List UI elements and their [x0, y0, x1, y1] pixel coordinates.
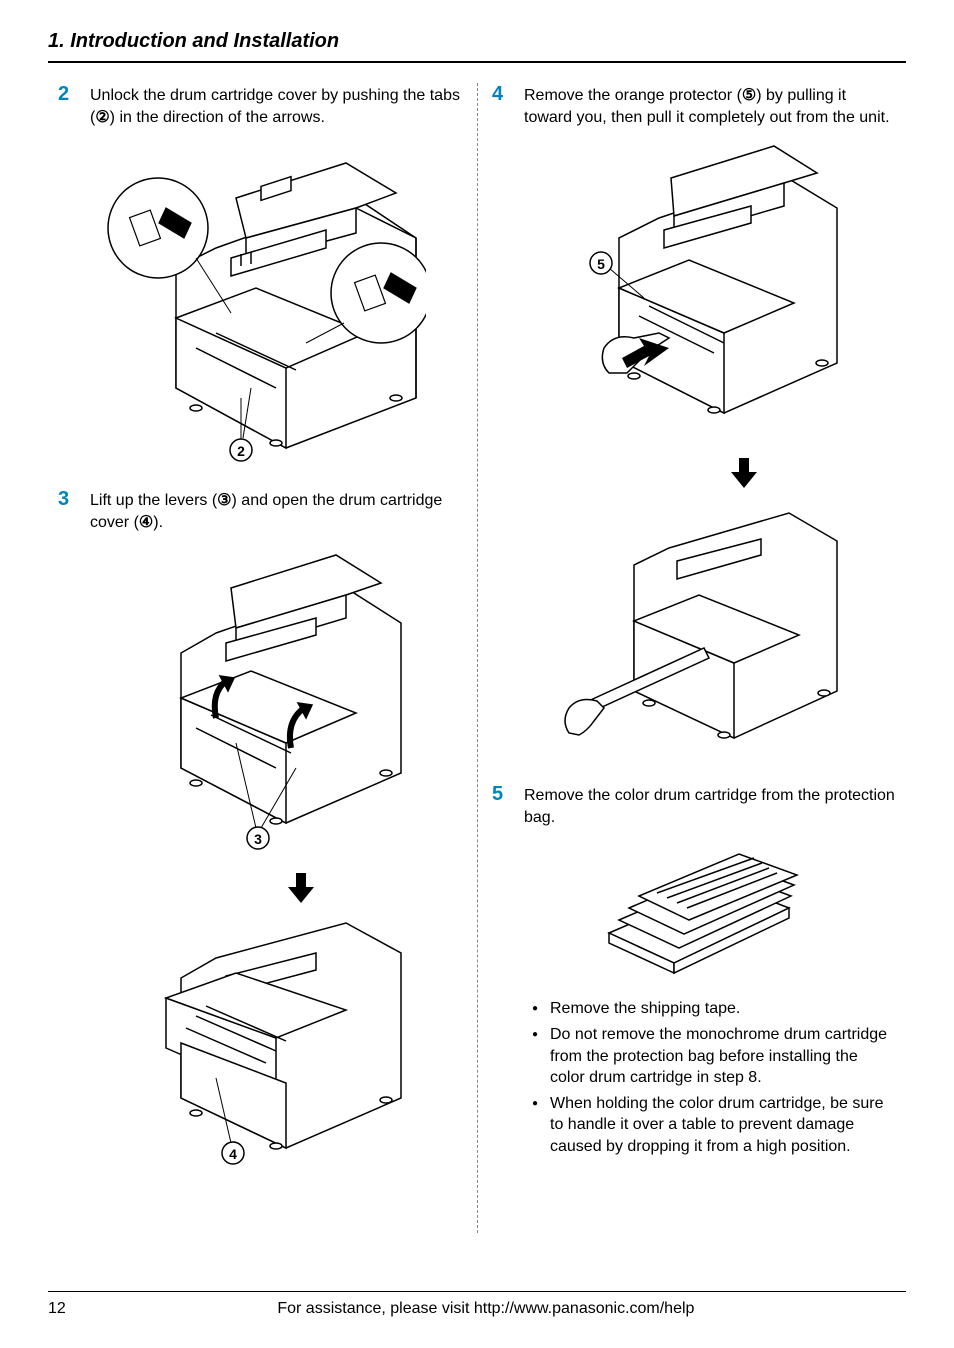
label-circle-4: 4 — [229, 1146, 237, 1162]
section-header: 1. Introduction and Installation — [48, 30, 906, 63]
step-text: Remove the orange protector (⑤) by pulli… — [524, 83, 896, 128]
bullet-item: Remove the shipping tape. — [532, 998, 896, 1020]
down-arrow-icon — [138, 873, 463, 908]
figure-step2: 2 — [58, 138, 463, 468]
step-5: 5 Remove the color drum cartridge from t… — [492, 783, 896, 828]
step-number: 4 — [492, 83, 510, 128]
left-column: 2 Unlock the drum cartridge cover by pus… — [48, 83, 477, 1233]
content-columns: 2 Unlock the drum cartridge cover by pus… — [48, 83, 906, 1233]
step-number: 2 — [58, 83, 76, 128]
footer-text: For assistance, please visit http://www.… — [66, 1300, 906, 1318]
label-circle-5: 5 — [597, 256, 605, 272]
down-arrow-icon — [592, 458, 896, 493]
figure-step3b: 4 — [58, 918, 463, 1168]
page-footer: 12 For assistance, please visit http://w… — [48, 1291, 906, 1318]
text: Remove the orange protector ( — [524, 87, 742, 104]
step-text: Unlock the drum cartridge cover by pushi… — [90, 83, 463, 128]
text: Lift up the levers ( — [90, 492, 217, 509]
ref-circle-2: ② — [95, 109, 109, 126]
right-column: 4 Remove the orange protector (⑤) by pul… — [477, 83, 906, 1233]
step-4: 4 Remove the orange protector (⑤) by pul… — [492, 83, 896, 128]
step-2: 2 Unlock the drum cartridge cover by pus… — [58, 83, 463, 128]
label-circle-2: 2 — [237, 443, 245, 459]
text: ) in the direction of the arrows. — [110, 109, 325, 126]
step-text: Lift up the levers (③) and open the drum… — [90, 488, 463, 533]
ref-circle-3: ③ — [217, 492, 231, 509]
step-number: 5 — [492, 783, 510, 828]
figure-step3a: 3 — [58, 543, 463, 853]
bullet-list: Remove the shipping tape. Do not remove … — [532, 998, 896, 1157]
step-number: 3 — [58, 488, 76, 533]
ref-circle-4: ④ — [139, 514, 153, 531]
text: ). — [153, 514, 163, 531]
figure-step5 — [492, 838, 896, 978]
bullet-item: When holding the color drum cartridge, b… — [532, 1093, 896, 1158]
page-number: 12 — [48, 1300, 66, 1318]
figure-step4a: 5 — [492, 138, 896, 438]
bullet-item: Do not remove the monochrome drum cartri… — [532, 1024, 896, 1089]
step-3: 3 Lift up the levers (③) and open the dr… — [58, 488, 463, 533]
step-text: Remove the color drum cartridge from the… — [524, 783, 896, 828]
ref-circle-5: ⑤ — [742, 87, 756, 104]
label-circle-3: 3 — [254, 831, 262, 847]
figure-step4b — [492, 503, 896, 763]
